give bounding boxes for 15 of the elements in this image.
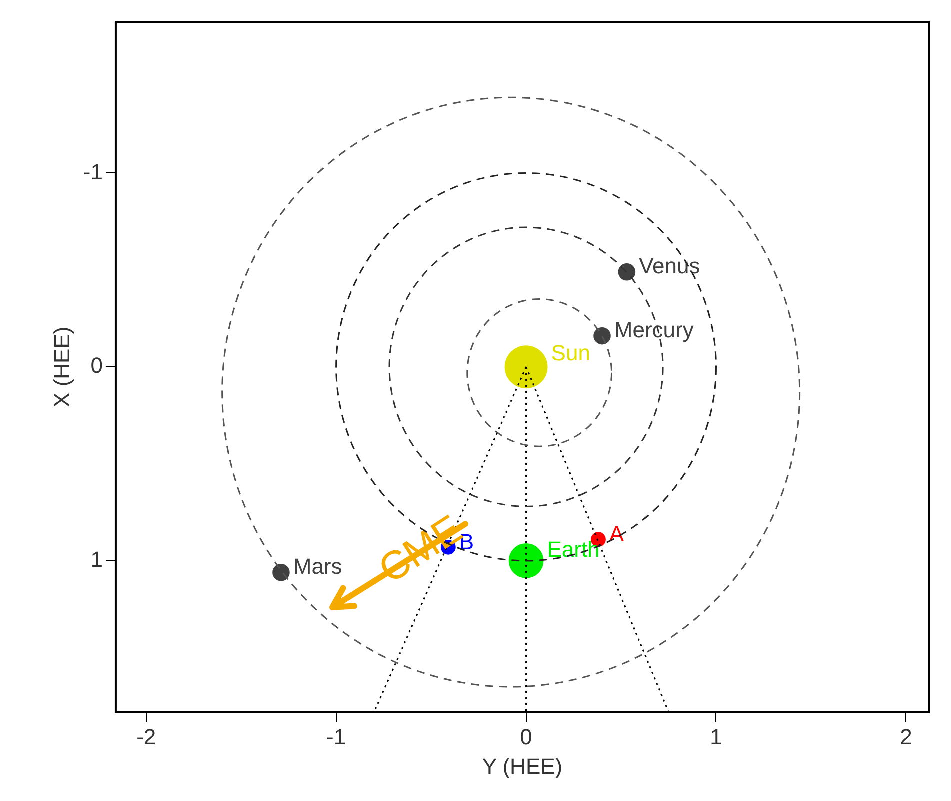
x-tick-label: 1 [710,724,722,750]
x-tick-label: -2 [136,724,156,750]
x-tick-label: 2 [900,724,912,750]
series-label: Mars [293,554,342,579]
y-tick-label: 1 [90,547,103,572]
x-axis-title: Y (HEE) [482,754,563,779]
y-tick-label: 0 [90,353,103,378]
series-label: Earth [547,536,600,562]
x-tick-label: -1 [326,724,346,750]
series-label: Mercury [614,317,694,342]
series-label: Venus [639,253,700,278]
series-label: Sun [551,340,590,366]
y-axis-title: X (HEE) [49,326,74,408]
y-tick-label: -1 [83,159,103,184]
x-tick-label: 0 [520,724,532,750]
